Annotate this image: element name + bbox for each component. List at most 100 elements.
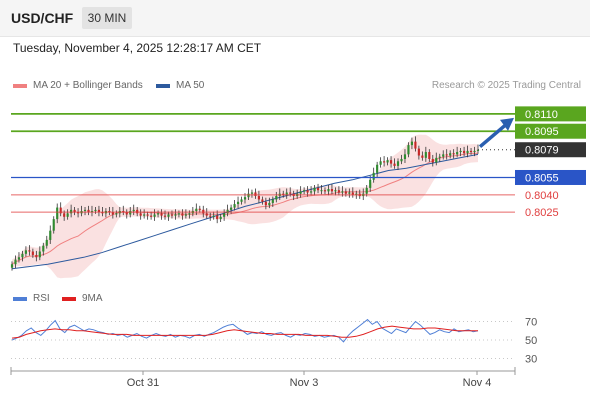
candle-body — [261, 199, 264, 202]
candle-body — [313, 187, 316, 192]
candle-body — [42, 245, 45, 252]
candle-body — [424, 152, 427, 158]
candle-body — [52, 219, 55, 231]
candle-body — [466, 150, 469, 154]
ma50-swatch — [156, 83, 170, 88]
candle-body — [376, 164, 379, 173]
candle-body — [476, 149, 480, 151]
candle-body — [334, 190, 337, 192]
rsi-line — [11, 318, 479, 343]
candle-body — [76, 212, 80, 214]
last-price-tag — [515, 142, 586, 158]
candle-body — [389, 160, 393, 164]
candle-body — [38, 251, 41, 258]
candle-body — [125, 212, 128, 215]
x-axis-tick-label: Nov 4 — [463, 377, 492, 389]
rsi-swatch — [13, 296, 27, 301]
candle-body — [160, 213, 163, 216]
candle-body — [129, 211, 132, 215]
candle-body — [316, 187, 320, 191]
ma50-label: MA 50 — [176, 80, 205, 91]
candle-body — [323, 190, 327, 192]
candle-body — [285, 192, 288, 195]
timestamp: Tuesday, November 4, 2025 12:28:17 AM CE… — [13, 41, 262, 55]
candle-body — [226, 209, 229, 214]
legend-rsi: RSI — [13, 293, 50, 304]
candle-body — [247, 193, 250, 198]
candle-body — [132, 209, 135, 212]
pivot-tag — [515, 169, 586, 185]
candle-body — [10, 264, 14, 268]
candle-body — [153, 214, 156, 217]
candle-body — [146, 214, 149, 216]
candle-body — [445, 154, 448, 156]
ma20-line — [11, 152, 479, 265]
candle-body — [108, 211, 111, 213]
rsi-tick-label: 50 — [525, 335, 537, 347]
candle-body — [403, 154, 407, 159]
candle-body — [442, 154, 445, 157]
candle-body — [28, 250, 31, 252]
candle-body — [170, 214, 174, 216]
candle-body — [240, 199, 243, 202]
x-axis-tick-label: Nov 3 — [290, 377, 319, 389]
candle-body — [56, 207, 59, 220]
rsi-ma9-line — [11, 325, 478, 339]
candle-body — [63, 213, 66, 217]
candle-body — [351, 192, 354, 195]
ma9-label: 9MA — [82, 293, 103, 304]
candle-body — [139, 213, 142, 216]
candle-body — [379, 161, 382, 165]
candle-body — [330, 189, 334, 192]
candle-body — [431, 158, 434, 163]
candle-body — [174, 214, 177, 216]
candle-body — [188, 213, 191, 215]
candle-body — [428, 152, 431, 159]
candle-body — [97, 209, 101, 213]
candle-body — [341, 191, 344, 193]
candle-body — [303, 190, 306, 192]
candle-body — [355, 193, 358, 195]
candle-body — [223, 213, 226, 217]
candle-body — [115, 213, 118, 215]
candle-body — [73, 209, 76, 213]
candle-body — [150, 215, 153, 217]
rsi-tick-label: 30 — [525, 354, 537, 366]
candle-body — [282, 193, 285, 195]
candle-body — [14, 259, 17, 265]
support-value: 0.8040 — [525, 190, 559, 202]
candle-body — [250, 192, 254, 194]
candle-body — [163, 215, 167, 217]
candle-body — [122, 211, 125, 213]
projection-arrow-shaft — [478, 121, 510, 149]
candle-body — [143, 214, 146, 216]
candle-body — [400, 158, 403, 162]
candle-body — [31, 251, 34, 255]
candle-body — [219, 216, 222, 220]
candle-body — [167, 214, 170, 217]
candle-body — [459, 150, 462, 153]
symbol-label: USD/CHF — [11, 10, 74, 26]
timeframe-button[interactable]: 30 MIN — [82, 7, 132, 29]
candle-body — [83, 209, 87, 212]
candle-body — [268, 202, 271, 206]
candle-body — [456, 152, 459, 155]
candle-body — [230, 207, 233, 210]
candle-body — [372, 172, 375, 180]
candle-body — [289, 192, 292, 194]
candle-body — [396, 161, 400, 166]
rsi-label: RSI — [33, 293, 50, 304]
candle-body — [90, 211, 94, 213]
credit-text: Research © 2025 Trading Central — [431, 80, 581, 91]
candle-body — [21, 253, 24, 258]
candle-body — [469, 150, 473, 153]
candle-body — [184, 214, 187, 216]
resistance-value: 0.8095 — [525, 126, 559, 138]
candle-body — [410, 141, 414, 146]
candle-body — [111, 212, 114, 215]
candle-body — [212, 215, 215, 217]
candle-body — [202, 209, 205, 214]
candle-body — [49, 230, 52, 240]
last-price-value: 0.8079 — [525, 145, 559, 157]
